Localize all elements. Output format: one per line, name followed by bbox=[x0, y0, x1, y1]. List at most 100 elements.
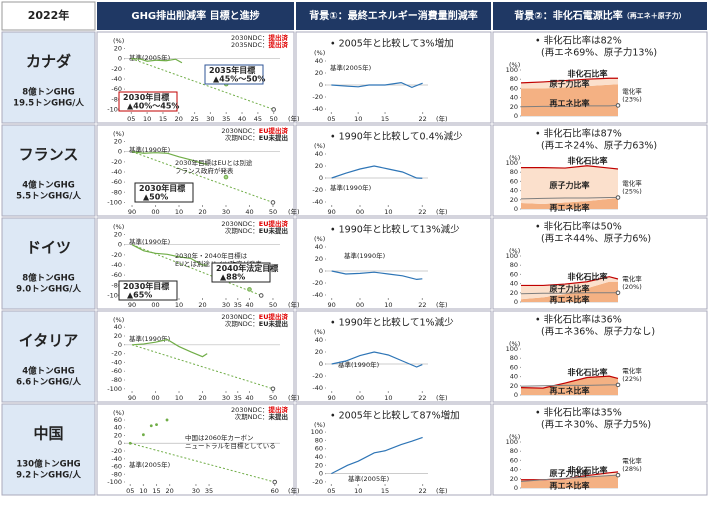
goal-title: 2030年目標 bbox=[123, 92, 169, 102]
x-tick-label: 30 bbox=[206, 115, 214, 123]
energy-line bbox=[331, 351, 423, 368]
x-unit: (年) bbox=[288, 300, 300, 309]
x-tick-label: 20 bbox=[198, 208, 206, 216]
ndc-label: 次期NDC： bbox=[225, 226, 259, 235]
y-tick-label: 80 bbox=[315, 436, 323, 444]
y-tick-label: -100 bbox=[107, 105, 122, 113]
x-tick-label: 20 bbox=[198, 394, 206, 402]
ghg-note: 中国は2060年カーボン bbox=[185, 433, 254, 442]
country-per: 6.6トンGHG/人 bbox=[16, 377, 81, 388]
y-tick-label: -80 bbox=[111, 470, 122, 478]
x-tick-label: 35 bbox=[205, 487, 213, 495]
ndc-status: 次期NDC：未提出 bbox=[235, 412, 288, 421]
y-tick-label: -100 bbox=[107, 198, 122, 206]
ghg-note: 2030年・2040年目標は bbox=[175, 251, 248, 260]
ndc-status: 次期NDC：EU未提出 bbox=[225, 133, 288, 142]
x-tick-label: 10 bbox=[384, 301, 392, 309]
x-tick-label: 10 bbox=[175, 208, 183, 216]
y-tick-label: 40 bbox=[315, 243, 323, 251]
power-note: • 非化石比率は87% bbox=[535, 128, 622, 140]
actual-line bbox=[132, 338, 208, 358]
country-total: 8億トンGHG bbox=[22, 87, 75, 98]
x-tick-label: 00 bbox=[151, 301, 159, 309]
goal-point bbox=[223, 174, 229, 180]
y-tick-label: -20 bbox=[111, 65, 122, 73]
x-tick-label: 40 bbox=[245, 301, 253, 309]
y-unit: (%) bbox=[509, 340, 520, 348]
y-tick-label: 40 bbox=[315, 453, 323, 461]
y-tick-label: 0 bbox=[118, 241, 122, 249]
y-tick-label: -40 bbox=[312, 198, 323, 206]
y-tick-label: 0 bbox=[319, 81, 323, 89]
x-unit: (年) bbox=[288, 486, 300, 495]
y-tick-label: -80 bbox=[111, 376, 122, 384]
renewable-area bbox=[521, 474, 618, 488]
y-tick-label: 80 bbox=[510, 447, 518, 455]
y-tick-label: 0 bbox=[319, 174, 323, 182]
x-tick-label: 10 bbox=[384, 208, 392, 216]
x-tick-label: 50 bbox=[270, 115, 278, 123]
y-tick-label: -20 bbox=[111, 251, 122, 259]
y-tick-label: -60 bbox=[111, 85, 122, 93]
x-tick-label: 22 bbox=[418, 301, 426, 309]
power-note: • 非化石比率は50% bbox=[535, 221, 622, 233]
y-tick-label: 60 bbox=[114, 416, 122, 424]
ndc-value: EU提出済 bbox=[259, 219, 289, 228]
elec-line bbox=[520, 292, 618, 295]
actual-dot bbox=[149, 424, 153, 428]
y-tick-label: 20 bbox=[315, 348, 323, 356]
y-tick-label: 20 bbox=[510, 475, 518, 483]
x-tick-label: 10 bbox=[354, 487, 362, 495]
ndc-label: 2030NDC： bbox=[231, 34, 268, 42]
y-tick-label: 40 bbox=[510, 466, 518, 474]
y-tick-label: -40 bbox=[312, 384, 323, 392]
y-tick-label: -40 bbox=[111, 455, 122, 463]
target-end bbox=[272, 479, 278, 485]
header-title: 背景②：非化石電源比率（再エネ＋原子力） bbox=[514, 9, 685, 22]
energy-line bbox=[331, 270, 423, 281]
y-unit: (%) bbox=[509, 154, 520, 162]
y-unit: (%) bbox=[314, 142, 325, 150]
x-unit: (年) bbox=[436, 393, 448, 402]
elec-end bbox=[615, 103, 621, 108]
y-tick-label: 0 bbox=[514, 298, 518, 306]
y-tick-label: 20 bbox=[114, 231, 122, 239]
ndc-value: EU未提出 bbox=[259, 133, 288, 142]
elec-label: 電化率 bbox=[622, 366, 642, 375]
x-tick-label: 90 bbox=[128, 208, 136, 216]
y-tick-label: -40 bbox=[312, 291, 323, 299]
goal-title: 2040年法定目標 bbox=[216, 263, 278, 273]
renewable-label: 再エネ比率 bbox=[550, 98, 590, 108]
base-label: 基準(1990年) bbox=[129, 334, 170, 343]
cell bbox=[96, 124, 295, 217]
ndc-label: 次期NDC： bbox=[225, 319, 259, 328]
header-sub: （再エネ＋原子力） bbox=[623, 11, 686, 20]
y-tick-label: 100 bbox=[506, 345, 518, 353]
elec-line bbox=[520, 384, 618, 387]
elec-label: 電化率 bbox=[622, 86, 642, 95]
y-tick-label: -20 bbox=[111, 447, 122, 455]
elec-line bbox=[520, 197, 618, 200]
y-tick-label: 20 bbox=[315, 69, 323, 77]
y-tick-label: 20 bbox=[510, 103, 518, 111]
y-tick-label: 20 bbox=[510, 196, 518, 204]
y-tick-label: 20 bbox=[114, 138, 122, 146]
cell bbox=[295, 403, 492, 496]
x-tick-label: 60 bbox=[271, 487, 279, 495]
elec-end bbox=[615, 195, 621, 200]
target-end bbox=[270, 200, 276, 205]
renewable-area bbox=[521, 281, 618, 302]
cell bbox=[295, 217, 492, 310]
y-tick-label: 80 bbox=[510, 168, 518, 176]
x-tick-label: 10 bbox=[139, 487, 147, 495]
goal-value: ▲40%～45% bbox=[127, 102, 179, 111]
cell bbox=[96, 403, 295, 496]
y-tick-label: 60 bbox=[510, 84, 518, 92]
y-tick-label: -40 bbox=[312, 105, 323, 113]
base-label: 基準(2005年) bbox=[129, 460, 170, 469]
ndc-label: 2030NDC： bbox=[221, 127, 258, 135]
y-tick-label: -100 bbox=[107, 478, 122, 486]
renewable-label: 再エネ比率 bbox=[550, 295, 590, 305]
x-unit: (年) bbox=[436, 114, 448, 123]
country-cell bbox=[1, 403, 96, 496]
